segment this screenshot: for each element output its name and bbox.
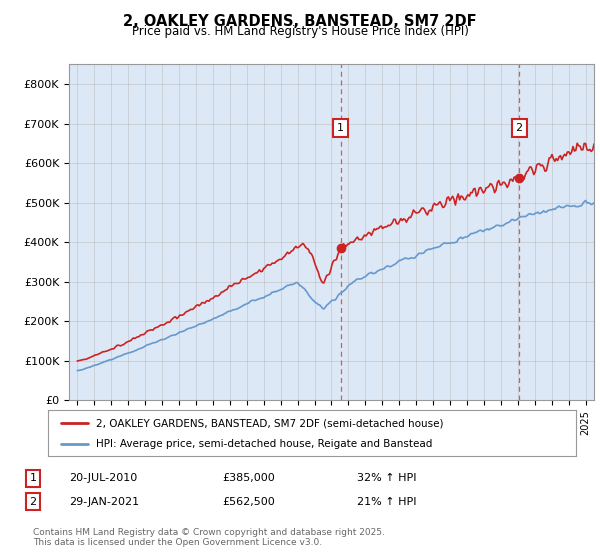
Text: 2: 2: [29, 497, 37, 507]
Text: HPI: Average price, semi-detached house, Reigate and Banstead: HPI: Average price, semi-detached house,…: [95, 440, 432, 450]
Text: 2, OAKLEY GARDENS, BANSTEAD, SM7 2DF: 2, OAKLEY GARDENS, BANSTEAD, SM7 2DF: [123, 14, 477, 29]
Text: 32% ↑ HPI: 32% ↑ HPI: [357, 473, 416, 483]
Text: 20-JUL-2010: 20-JUL-2010: [69, 473, 137, 483]
Text: 29-JAN-2021: 29-JAN-2021: [69, 497, 139, 507]
Text: 1: 1: [337, 123, 344, 133]
Text: 2: 2: [515, 123, 523, 133]
Text: Price paid vs. HM Land Registry's House Price Index (HPI): Price paid vs. HM Land Registry's House …: [131, 25, 469, 38]
Text: 1: 1: [29, 473, 37, 483]
Text: Contains HM Land Registry data © Crown copyright and database right 2025.
This d: Contains HM Land Registry data © Crown c…: [33, 528, 385, 547]
Text: £562,500: £562,500: [222, 497, 275, 507]
Text: 21% ↑ HPI: 21% ↑ HPI: [357, 497, 416, 507]
Text: £385,000: £385,000: [222, 473, 275, 483]
Text: 2, OAKLEY GARDENS, BANSTEAD, SM7 2DF (semi-detached house): 2, OAKLEY GARDENS, BANSTEAD, SM7 2DF (se…: [95, 418, 443, 428]
